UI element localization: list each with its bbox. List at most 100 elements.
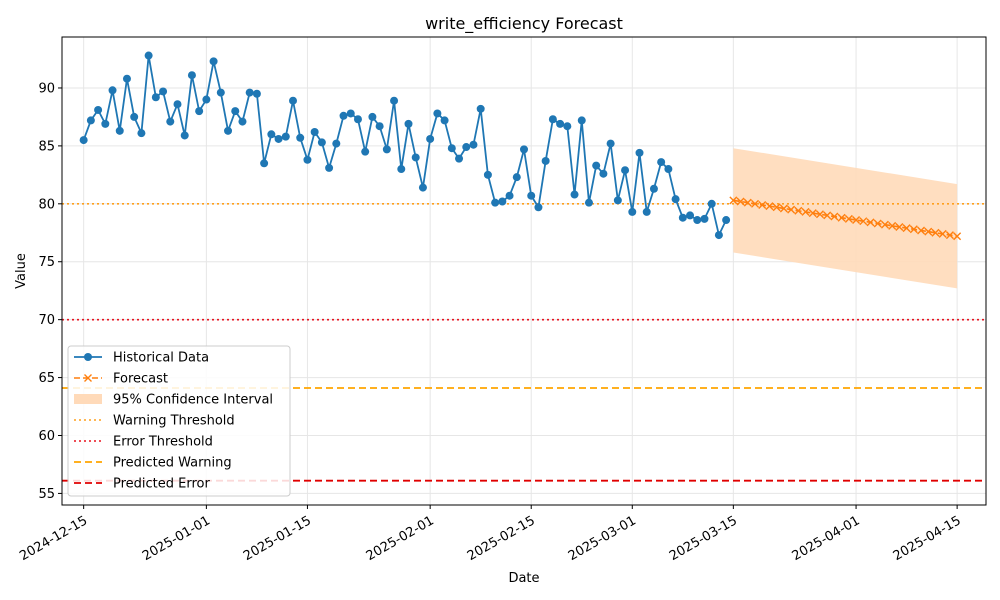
forecast-point [902, 224, 911, 233]
historical-point [469, 140, 478, 149]
forecast-point [953, 232, 962, 241]
forecast-point [909, 225, 918, 234]
historical-point [325, 163, 334, 172]
legend-box [67, 345, 291, 497]
legend-marker-historical [84, 353, 92, 361]
historical-point [94, 105, 103, 114]
historical-point [599, 169, 608, 178]
forecast-point [873, 219, 882, 228]
forecast-point [765, 202, 774, 211]
historical-point [224, 126, 233, 135]
historical-point [592, 161, 601, 170]
historical-point [180, 131, 189, 140]
historical-point [310, 127, 319, 136]
x-axis-title: Date [508, 571, 539, 586]
forecast-point [779, 204, 788, 213]
legend-label: Predicted Error [113, 477, 211, 492]
y-tick-label: 60 [38, 429, 55, 444]
historical-point [700, 214, 709, 223]
historical-point [101, 119, 110, 128]
y-tick-label: 75 [38, 255, 55, 270]
historical-point [317, 138, 326, 147]
historical-point [649, 184, 658, 193]
historical-point [296, 133, 305, 142]
historical-point [498, 197, 507, 206]
historical-point [563, 122, 572, 131]
historical-point [159, 87, 168, 96]
historical-point [115, 126, 124, 135]
historical-point [722, 216, 731, 225]
historical-point [390, 96, 399, 105]
historical-point [122, 74, 131, 83]
y-tick-label: 55 [38, 487, 55, 502]
historical-point [570, 190, 579, 199]
historical-point [657, 158, 666, 167]
historical-point [548, 115, 557, 124]
legend-items: Historical Data Forecast 95% Confidence In… [74, 351, 273, 492]
legend-label: Warning Threshold [113, 414, 235, 429]
legend-swatch-confidence [74, 394, 102, 404]
historical-point [368, 112, 377, 121]
historical-point [216, 88, 225, 97]
y-tick-label: 80 [38, 197, 55, 212]
forecast-point [880, 220, 889, 229]
historical-point [440, 116, 449, 125]
forecast-point [888, 221, 897, 230]
legend-marker-forecast [84, 374, 92, 382]
historical-point [79, 136, 88, 145]
historical-point [642, 207, 651, 216]
historical-point [137, 129, 146, 138]
historical-point [303, 155, 312, 164]
historical-point [686, 211, 695, 220]
forecast-point [751, 199, 759, 208]
historical-point [707, 199, 716, 208]
historical-point [418, 183, 427, 192]
forecast-point [830, 212, 839, 221]
historical-point [151, 93, 160, 102]
historical-point [613, 196, 622, 205]
historical-point [491, 198, 500, 207]
historical-point [238, 117, 247, 126]
historical-point [577, 116, 586, 125]
legend-label: 95% Confidence Interval [113, 393, 273, 408]
historical-point [447, 144, 456, 153]
forecast-point [931, 228, 940, 237]
historical-point [332, 139, 341, 148]
historical-point [714, 231, 723, 240]
forecast-point [823, 211, 832, 220]
forecast-point [844, 214, 853, 223]
forecast-point [794, 206, 803, 215]
historical-point [584, 198, 593, 207]
historical-point [252, 89, 261, 98]
y-tick-label: 85 [38, 139, 55, 154]
forecast-point [866, 218, 875, 227]
y-axis-ticks: 55 60 65 70 75 80 85 90 [38, 81, 62, 502]
historical-point [556, 119, 565, 128]
historical-point [346, 109, 355, 118]
historical-point [404, 119, 413, 128]
historical-point [534, 203, 543, 212]
historical-point [426, 134, 435, 143]
legend: Historical Data Forecast 95% Confidence In… [67, 345, 291, 497]
forecast-point [736, 197, 745, 206]
forecast-point [729, 196, 738, 205]
historical-point [664, 165, 673, 174]
historical-point [231, 107, 240, 116]
historical-line [82, 55, 727, 238]
historical-point [455, 154, 464, 163]
y-axis-title: Value [14, 253, 29, 289]
series-layer [79, 51, 962, 241]
historical-point [397, 165, 406, 174]
historical-point [483, 170, 492, 179]
historical-point [289, 96, 297, 105]
historical-point [411, 153, 420, 162]
forecast-point [837, 213, 846, 222]
historical-point [527, 191, 536, 200]
legend-label: Historical Data [113, 351, 209, 366]
legend-label: Predicted Warning [113, 456, 232, 471]
forecast-point [945, 231, 954, 240]
historical-point [144, 51, 153, 60]
legend-label: Forecast [113, 372, 168, 387]
forecast-point [743, 198, 752, 207]
